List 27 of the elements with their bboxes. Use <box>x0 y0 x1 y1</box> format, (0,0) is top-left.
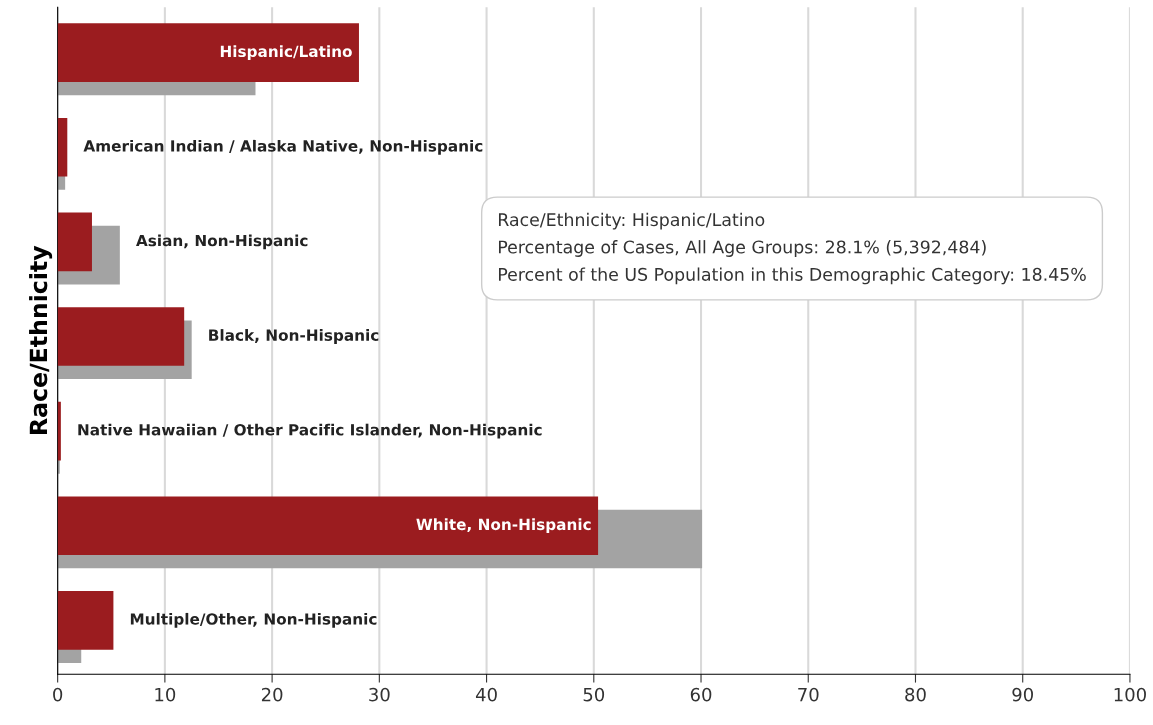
bar <box>57 212 92 272</box>
x-tick-label: 10 <box>155 687 176 702</box>
y-tick-label: Black, Non-Hispanic <box>209 329 379 344</box>
annotation: Race/Ethnicity: Hispanic/Latino Percentage of Cases, All Age Groups: 28.1% (5,392,484) Percent of the US Population in this Demographic Category: 18.45% <box>498 212 1086 285</box>
x-tick-label: 60 <box>690 687 712 702</box>
x-tick-label: 70 <box>798 687 819 702</box>
y-tick-label: Multiple/Other, Non-Hispanic <box>130 612 377 628</box>
y-tick-label: American Indian / Alaska Native, Non-Hispanic <box>83 139 483 155</box>
bar <box>57 117 68 177</box>
y-tick-label: Native Hawaiian / Other Pacific Islander, Non-Hispanic <box>78 423 542 439</box>
bar <box>57 23 359 82</box>
x-tick-label: 30 <box>369 687 390 702</box>
bar <box>57 307 185 366</box>
y-axis-title: Race/Ethnicity <box>29 245 53 434</box>
x-tick-label: 40 <box>475 687 497 702</box>
bar <box>57 401 61 461</box>
x-tick-label: 90 <box>1012 687 1033 702</box>
y-tick-label: Hispanic/Latino <box>220 45 352 61</box>
x-tick-label: 20 <box>261 687 283 702</box>
y-tick-label: Asian, Non-Hispanic <box>136 234 308 250</box>
bar <box>57 496 599 556</box>
y-tick-label: White, Non-Hispanic <box>416 518 591 534</box>
bar <box>57 590 114 650</box>
x-tick-label: 100 <box>1114 687 1146 702</box>
x-tick-label: 0 <box>53 687 63 702</box>
x-tick-label: 80 <box>905 687 926 702</box>
x-tick-label: 50 <box>583 687 605 702</box>
